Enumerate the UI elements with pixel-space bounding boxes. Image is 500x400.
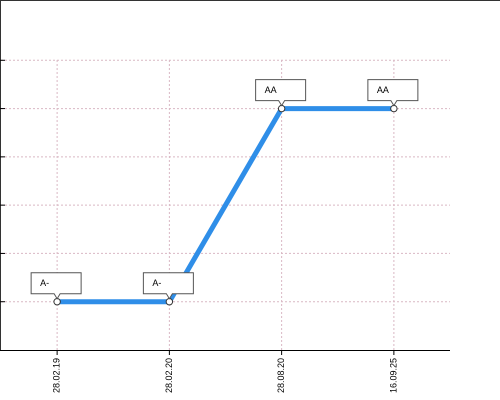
data-label-text: A- [152,278,161,288]
data-label: AA [255,79,307,107]
data-label-text: AA [377,85,389,95]
label-box [30,272,82,300]
x-tick-label: 28.02.20 [164,358,174,393]
line [57,106,394,305]
data-label: AA [367,79,419,107]
x-tick-label: 16.09.25 [388,358,398,393]
x-tick-label: 28.08.20 [276,358,286,393]
label-box [367,79,419,107]
data-label-text: AA [265,85,277,95]
data-label: A- [142,272,194,300]
x-tick-label: 28.02.19 [52,358,62,393]
data-label-text: A- [40,278,49,288]
label-box [142,272,194,300]
data-label: A- [30,272,82,300]
label-box [255,79,307,107]
